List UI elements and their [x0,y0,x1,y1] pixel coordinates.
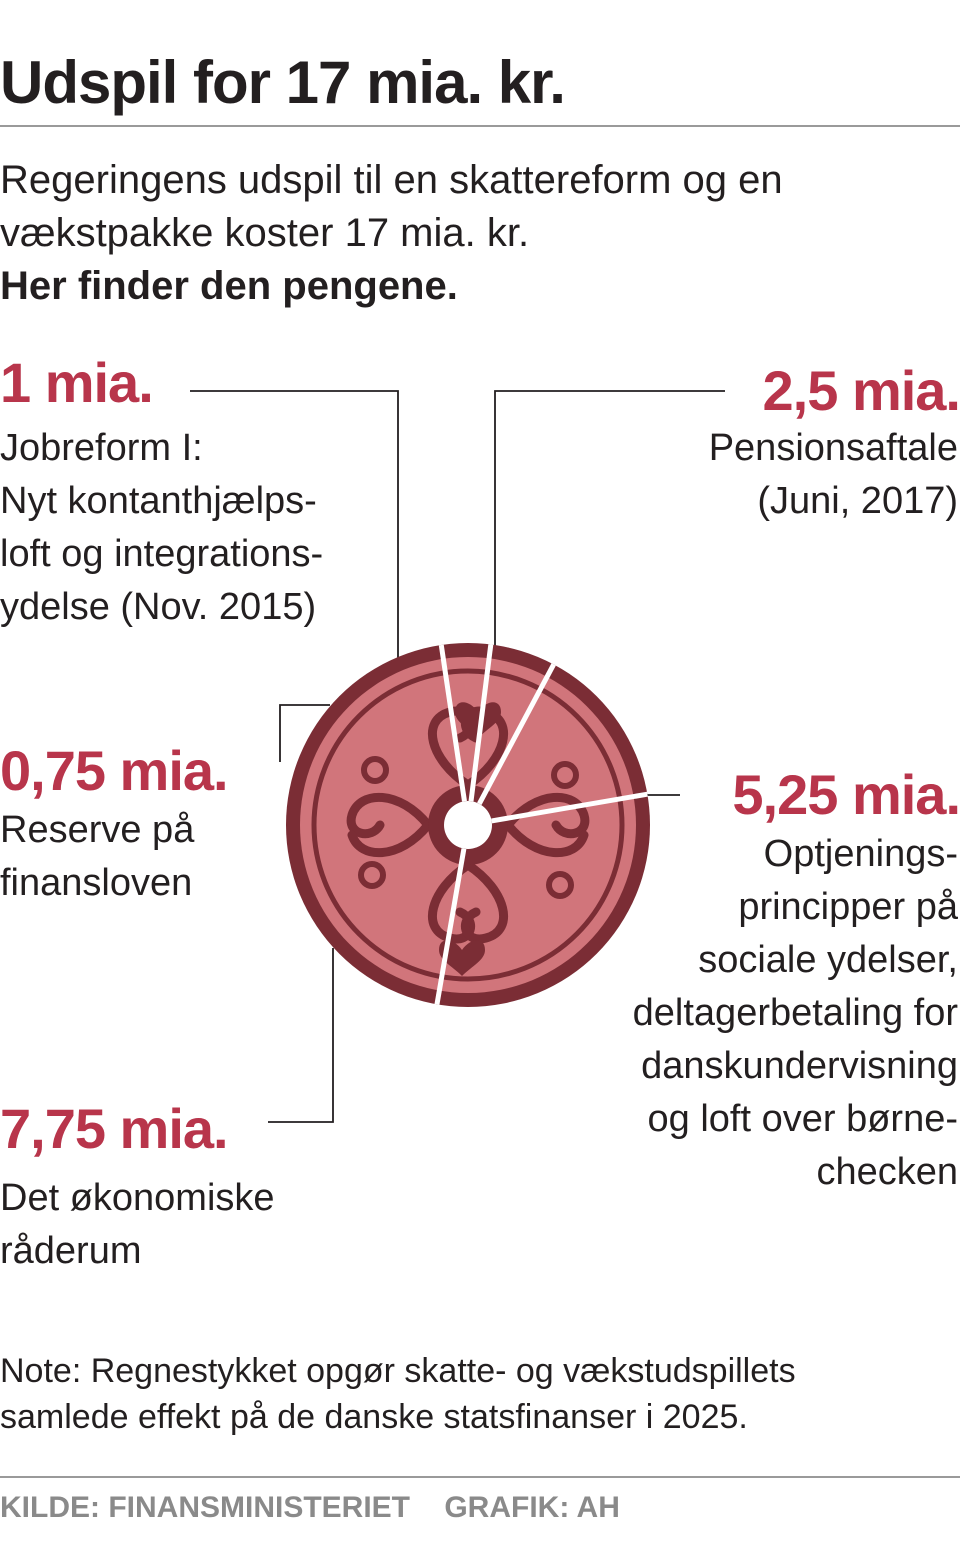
desc-line: Jobreform I: [0,427,203,469]
note-line: samlede effekt på de danske statsfinanse… [0,1398,748,1436]
graphic-credit: GRAFIK: AH [444,1491,620,1524]
note-line: Note: Regnestykket opgør skatte- og væks… [0,1352,796,1390]
desc-optjening: Optjenings- principper på sociale ydelse… [633,828,958,1199]
desc-line: finansloven [0,862,193,904]
desc-line: råderum [0,1230,142,1272]
desc-line: checken [816,1151,958,1193]
desc-pension: Pensionsaftale (Juni, 2017) [709,422,958,528]
pie-slice-divider-2 [491,791,648,824]
pie-slice-divider-1 [477,663,556,806]
pie-slice-divider-4 [438,644,467,802]
desc-line: danskundervisning [641,1045,958,1087]
coin-hole-ring [428,785,508,865]
note-text: Note: Regnestykket opgør skatte- og væks… [0,1348,950,1440]
intro-lead: Her finder den pengene. [0,264,458,308]
desc-line: principper på [738,886,958,928]
page-title: Udspil for 17 mia. kr. [0,49,566,116]
source-credit: KILDE: FINANSMINISTERIET [0,1491,410,1524]
coin-face [300,657,636,993]
desc-line: Nyt kontanthjælps- [0,480,317,522]
value-label-reserve: 0,75 mia. [0,739,229,802]
desc-line: Det økonomiske [0,1177,275,1219]
desc-line: ydelse (Nov. 2015) [0,586,317,628]
desc-line: deltagerbetaling for [632,992,958,1034]
desc-line: (Juni, 2017) [757,480,958,522]
leader-line-raaderum [268,948,334,1123]
coin-rim [286,643,650,1007]
value-label-jobreform: 1 mia. [0,351,154,414]
desc-line: Optjenings- [763,833,958,875]
desc-jobreform: Jobreform I: Nyt kontanthjælps- loft og … [0,422,323,634]
desc-line: loft og integrations- [0,533,324,575]
value-label-raaderum: 7,75 mia. [0,1097,229,1160]
value-label-pension: 2,5 mia. [762,359,960,422]
footer-divider [0,1476,960,1478]
heart-top-icon [455,702,501,738]
desc-raaderum: Det økonomiske råderum [0,1172,275,1278]
desc-line: Reserve på [0,809,195,851]
intro-line: Regeringens udspil til en skattereform o… [0,158,783,202]
intro-text: Regeringens udspil til en skattereform o… [0,154,940,313]
desc-line: Pensionsaftale [708,427,958,469]
coin-hole [444,801,492,849]
value-label-optjening: 5,25 mia. [732,763,960,826]
pie-slice-divider-5 [468,644,494,802]
credits: KILDE: FINANSMINISTERIET GRAFIK: AH [0,1486,646,1530]
leader-line-pension [494,390,725,662]
desc-line: sociale ydelser, [698,939,958,981]
desc-line: og loft over børne- [647,1098,958,1140]
intro-line: vækstpakke koster 17 mia. kr. [0,211,530,255]
desc-reserve: Reserve på finansloven [0,804,194,910]
heart-bottom-icon [439,940,485,976]
title-divider [0,125,960,127]
coin-ornament [346,706,590,944]
pie-slice-divider-3 [434,848,467,1005]
coin-inner-ring [311,668,625,982]
leader-line-reserve [279,704,330,762]
